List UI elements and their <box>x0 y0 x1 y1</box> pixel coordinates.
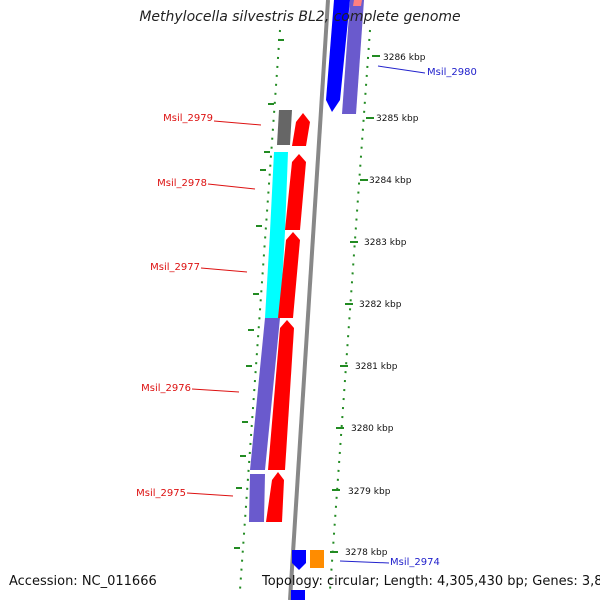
gene-msil-2976-arrow <box>268 320 294 470</box>
gene-label-msil-2978: Msil_2978 <box>157 178 207 189</box>
scale-tick-marks <box>330 55 380 553</box>
tick-label: 3280 kbp <box>351 424 394 434</box>
gene-msil-2978-arrow <box>285 154 306 230</box>
gene-label-msil-2980: Msil_2980 <box>427 67 477 78</box>
gene-msil-2980-arrow <box>326 0 350 112</box>
tick-label: 3284 kbp <box>369 176 412 186</box>
tick-label: 3279 kbp <box>348 487 391 497</box>
gene-msil-2977-arrow <box>278 232 300 318</box>
tick-label: 3283 kbp <box>364 238 407 248</box>
label-leader-lines <box>186 65 426 564</box>
gene-msil-2977-cog <box>265 232 285 318</box>
gene-label-msil-2977: Msil_2977 <box>150 262 200 273</box>
tick-label: 3282 kbp <box>359 300 402 310</box>
gene-msil-2976-cog <box>250 318 280 470</box>
tick-label: 3278 kbp <box>345 548 388 558</box>
gc-content-track-outer <box>329 29 371 591</box>
gene-label-msil-2976: Msil_2976 <box>141 383 191 394</box>
gene-msil-2974-cog <box>310 550 324 568</box>
gene-msil-2974-arrow <box>292 550 306 570</box>
gene-msil-2979-cog <box>277 110 292 145</box>
gc-content-track-inner <box>239 29 281 591</box>
tick-label: 3285 kbp <box>376 114 419 124</box>
gene-label-msil-2979: Msil_2979 <box>163 113 213 124</box>
gene-top-cog-accent <box>353 0 362 6</box>
tick-label: 3286 kbp <box>383 53 426 63</box>
map-title: Methylocella silvestris BL2, complete ge… <box>139 9 461 25</box>
tick-label: 3281 kbp <box>355 362 398 372</box>
gene-label-msil-2974: Msil_2974 <box>390 557 440 568</box>
gene-msil-2978-cog <box>270 152 288 232</box>
gene-label-msil-2975: Msil_2975 <box>136 488 186 499</box>
gene-msil-2975-cog <box>249 474 265 522</box>
gene-msil-2979-arrow <box>292 113 310 146</box>
gene-msil-2975-arrow <box>266 472 284 522</box>
gene-next-arrow <box>291 590 305 600</box>
genome-summary-text: Topology: circular; Length: 4,305,430 bp… <box>262 574 600 589</box>
gc-skew-marks <box>234 39 284 549</box>
accession-text: Accession: NC_011666 <box>9 574 157 589</box>
genome-backbone <box>288 0 330 600</box>
gene-msil-2980-cog <box>342 0 364 114</box>
